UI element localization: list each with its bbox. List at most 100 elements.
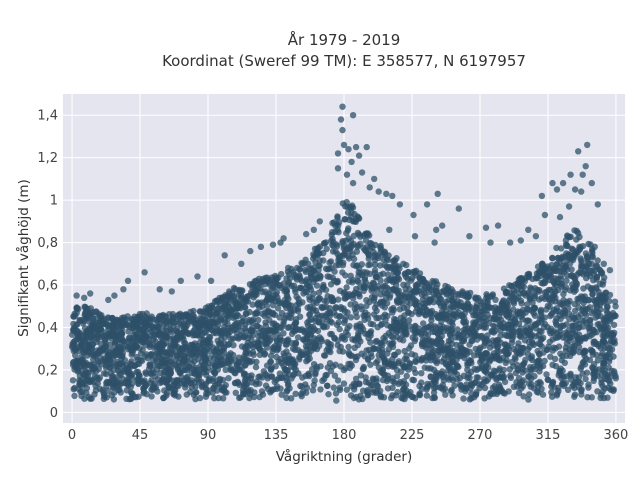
data-point <box>558 245 565 252</box>
data-point <box>389 192 396 200</box>
data-point <box>167 326 174 333</box>
data-point <box>301 329 308 336</box>
data-point <box>403 261 410 269</box>
data-point <box>539 391 547 398</box>
data-point <box>232 306 240 313</box>
data-point <box>402 381 410 388</box>
data-point <box>267 358 274 366</box>
data-point <box>572 279 579 286</box>
data-point <box>262 382 270 389</box>
data-point <box>538 309 545 316</box>
data-point <box>431 239 438 246</box>
data-point <box>154 388 161 395</box>
data-point <box>291 370 298 378</box>
data-point <box>232 312 239 320</box>
data-point <box>480 379 488 386</box>
data-point <box>339 238 346 245</box>
data-point <box>538 192 546 200</box>
data-point <box>583 254 591 261</box>
x-tick-label: 0 <box>68 428 76 443</box>
data-point <box>364 388 371 395</box>
data-point <box>454 298 462 305</box>
data-point <box>439 346 446 354</box>
data-point <box>360 232 367 240</box>
data-point <box>319 377 326 384</box>
data-point <box>283 275 290 282</box>
data-point <box>351 344 358 351</box>
data-point <box>541 357 548 365</box>
data-point <box>298 383 305 390</box>
data-point <box>595 308 602 316</box>
data-point <box>329 297 337 305</box>
data-point <box>525 380 532 387</box>
data-point <box>599 332 606 339</box>
data-point <box>421 364 428 371</box>
data-point <box>360 365 367 372</box>
data-point <box>533 358 540 366</box>
data-point <box>307 273 315 280</box>
data-point <box>246 308 253 316</box>
data-point <box>148 313 155 320</box>
data-point <box>280 235 287 242</box>
data-point <box>285 323 293 331</box>
data-point <box>573 227 580 235</box>
data-point <box>201 354 208 361</box>
data-point <box>336 386 344 394</box>
data-point <box>334 278 341 286</box>
data-point <box>367 239 374 247</box>
data-point <box>496 388 503 395</box>
data-point <box>556 213 564 221</box>
data-point <box>296 265 304 273</box>
data-point <box>280 321 287 328</box>
data-point <box>323 298 330 305</box>
data-point <box>166 370 174 378</box>
data-point <box>563 340 571 347</box>
data-point <box>582 163 589 170</box>
data-point <box>339 126 346 134</box>
data-point <box>336 347 343 355</box>
x-tick-label: 360 <box>604 428 629 443</box>
data-point <box>221 252 228 259</box>
x-tick-label: 315 <box>536 428 561 443</box>
data-point <box>491 314 498 321</box>
data-point <box>544 302 552 310</box>
data-point <box>502 359 509 366</box>
data-point <box>162 350 169 357</box>
data-point <box>528 331 536 338</box>
data-point <box>439 368 446 375</box>
data-point <box>588 179 595 187</box>
data-point <box>352 356 360 364</box>
data-point <box>405 294 412 302</box>
data-point <box>310 255 317 262</box>
data-point <box>309 387 317 394</box>
data-point <box>574 335 582 342</box>
data-point <box>241 321 249 328</box>
data-point <box>111 351 118 359</box>
data-point <box>71 392 78 400</box>
data-point <box>273 338 281 345</box>
data-point <box>310 307 317 314</box>
data-point <box>373 315 380 322</box>
data-point <box>375 188 382 195</box>
data-point <box>392 392 399 399</box>
data-point <box>377 271 384 279</box>
data-point <box>441 303 448 310</box>
data-point <box>594 388 601 395</box>
data-point <box>429 328 436 336</box>
data-point <box>463 384 470 391</box>
data-point <box>156 363 164 370</box>
data-point <box>412 272 419 279</box>
data-point <box>324 273 331 280</box>
data-point <box>337 116 345 123</box>
data-point <box>343 284 350 291</box>
data-point <box>327 258 335 265</box>
data-point <box>355 335 363 342</box>
data-point <box>425 284 432 291</box>
data-point <box>296 313 304 320</box>
data-point <box>519 362 526 369</box>
data-point <box>111 292 118 299</box>
data-point <box>605 384 612 391</box>
data-point <box>489 384 497 392</box>
data-point <box>515 389 523 397</box>
data-point <box>156 342 163 350</box>
